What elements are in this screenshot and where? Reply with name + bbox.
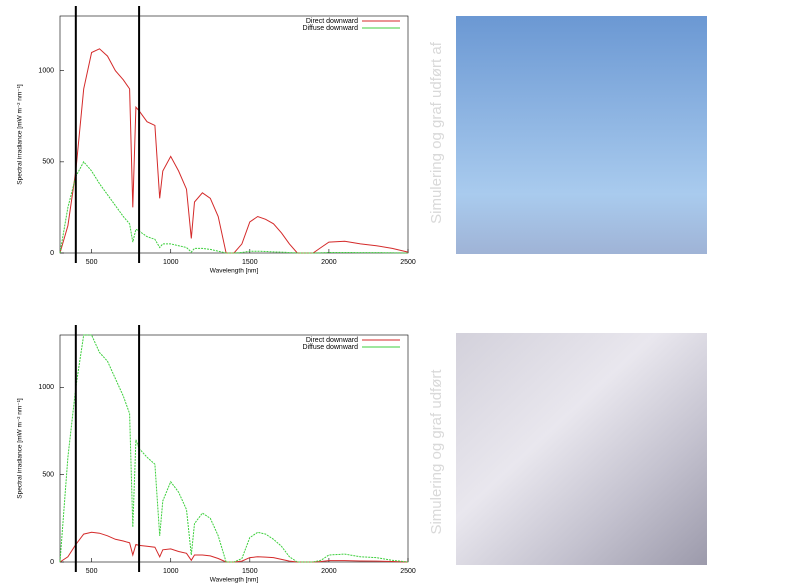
legend-label: Diffuse downward	[302, 25, 358, 32]
y-axis-label: Spectral irradiance [mW m⁻² nm⁻¹]	[17, 398, 24, 499]
x-tick-label: 500	[86, 259, 98, 266]
side-note: Simulering og graf udført af	[428, 41, 445, 224]
x-axis-label: Wavelength [nm]	[210, 577, 259, 584]
y-tick-label: 0	[50, 559, 54, 566]
legend-label: Diffuse downward	[302, 344, 358, 351]
cloudy-sky-photo	[456, 333, 707, 565]
x-tick-label: 1000	[163, 568, 179, 575]
x-tick-label: 2000	[321, 568, 337, 575]
side-note: Simulering og graf udført	[428, 369, 445, 535]
clear-sky-photo	[456, 16, 707, 254]
x-tick-label: 1500	[242, 259, 258, 266]
x-tick-label: 2500	[400, 259, 416, 266]
x-tick-label: 2500	[400, 568, 416, 575]
y-tick-label: 1000	[38, 384, 54, 391]
series-line	[59, 48, 409, 254]
y-axis-label: Spectral irradiance [mW m⁻² nm⁻¹]	[17, 84, 24, 185]
x-axis-label: Wavelength [nm]	[210, 268, 259, 275]
y-tick-label: 500	[42, 159, 54, 166]
y-tick-label: 0	[50, 250, 54, 257]
series-line	[59, 531, 409, 563]
x-tick-label: 2000	[321, 259, 337, 266]
plot-frame	[59, 15, 409, 254]
x-tick-label: 1000	[163, 259, 179, 266]
y-tick-label: 500	[42, 472, 54, 479]
series-line	[59, 160, 409, 254]
legend-label: Direct downward	[306, 18, 358, 25]
y-tick-label: 1000	[38, 68, 54, 75]
series-line	[59, 334, 409, 563]
x-tick-label: 500	[86, 568, 98, 575]
legend-label: Direct downward	[306, 337, 358, 344]
x-tick-label: 1500	[242, 568, 258, 575]
plot-frame	[59, 334, 409, 563]
